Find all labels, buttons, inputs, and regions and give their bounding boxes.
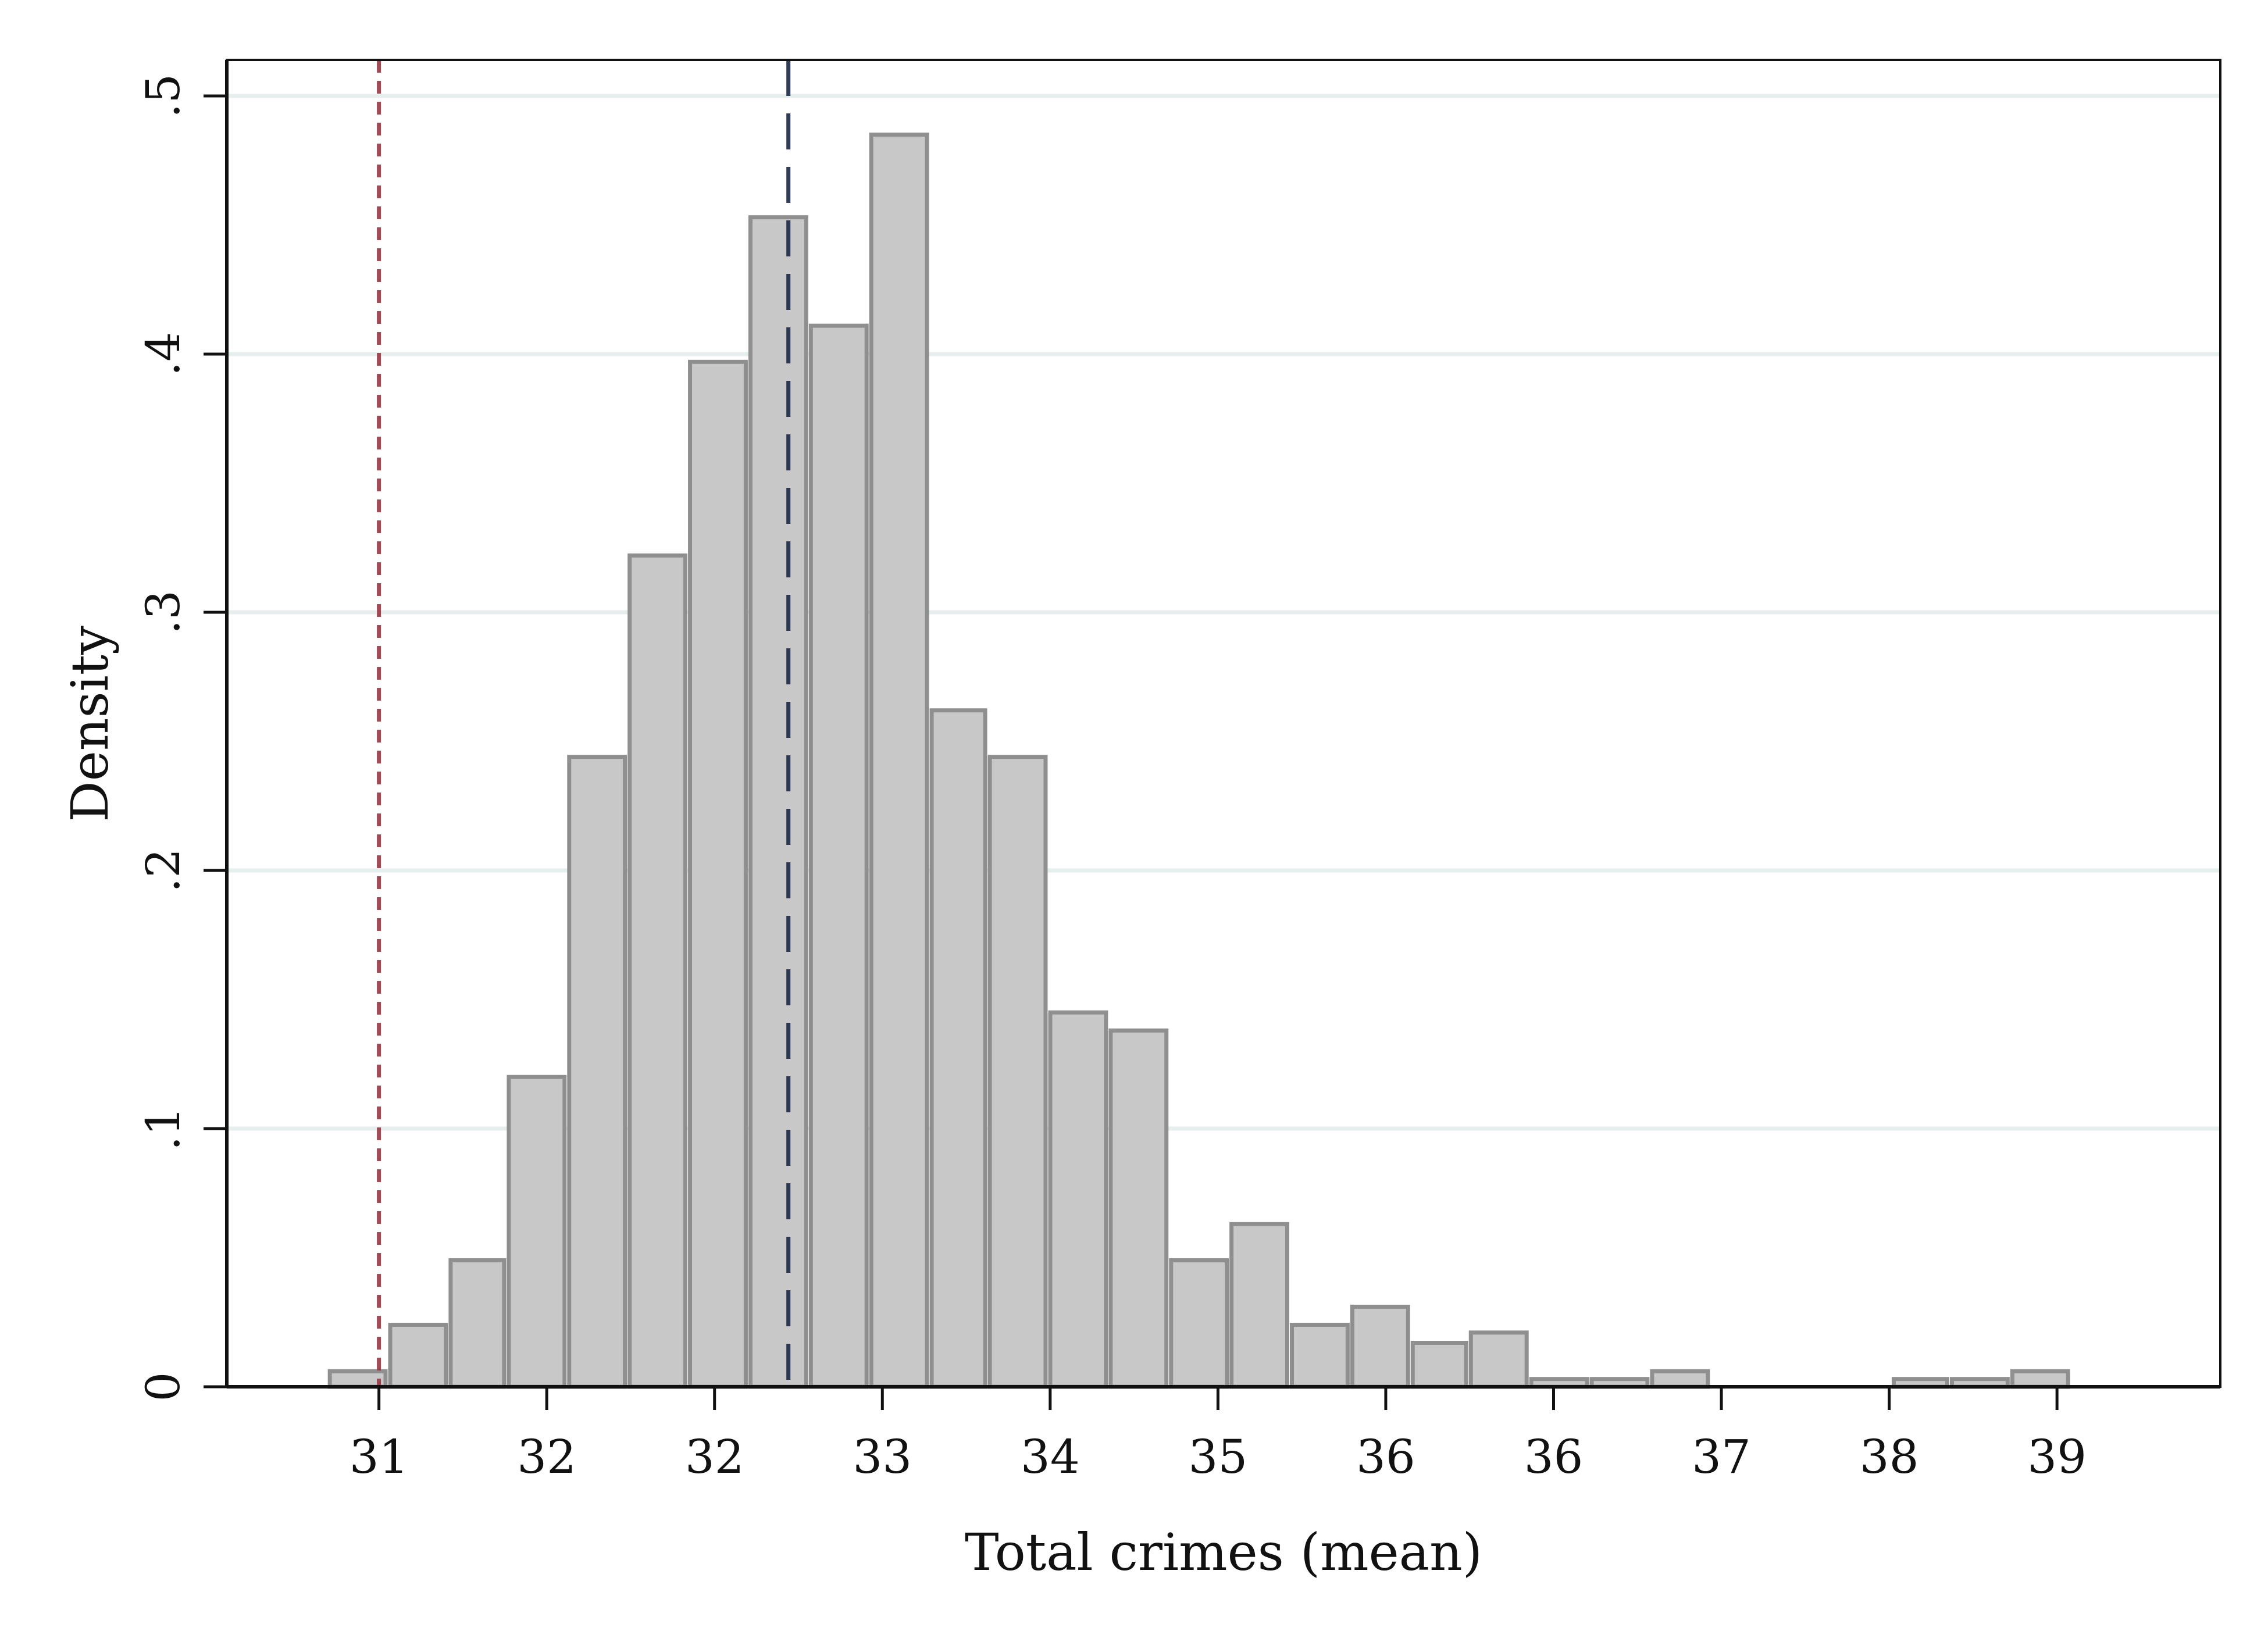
- x-tick-label: 39: [2027, 1430, 2087, 1484]
- histogram-bar: [388, 1322, 448, 1389]
- histogram-bar: [507, 1075, 567, 1389]
- x-tick-label: 36: [1524, 1430, 1584, 1484]
- x-axis-ticks: 31 32 32 33 34 35 36 36 37 38 39: [350, 1387, 2087, 1484]
- x-tick-label: 37: [1692, 1430, 1751, 1484]
- x-axis-title: Total crimes (mean): [965, 1522, 1482, 1582]
- histogram-bar: [1229, 1222, 1289, 1389]
- histogram-bar: [1108, 1028, 1169, 1389]
- reference-lines: [377, 60, 791, 1387]
- x-tick-label: 34: [1021, 1430, 1080, 1484]
- histogram-bar: [987, 755, 1048, 1389]
- y-tick-label: .1: [136, 1107, 190, 1151]
- histogram-bar: [748, 215, 808, 1389]
- grid-lines: [227, 94, 2220, 1131]
- histogram-bars: [327, 133, 2070, 1389]
- histogram-bar: [1350, 1304, 1410, 1389]
- histogram-bar: [929, 708, 987, 1389]
- histogram-bar: [1410, 1341, 1468, 1389]
- x-tick-label: 38: [1860, 1430, 1919, 1484]
- histogram-bar: [567, 755, 627, 1389]
- histogram-bar: [688, 359, 748, 1389]
- histogram-bar: [1048, 1010, 1108, 1389]
- y-tick-label: .2: [136, 848, 190, 893]
- histogram-bar: [627, 553, 688, 1389]
- y-axis-title: Density: [60, 626, 120, 822]
- histogram-bar: [1468, 1330, 1529, 1389]
- x-tick-label: 32: [517, 1430, 576, 1484]
- histogram-bar: [869, 133, 929, 1389]
- x-tick-label: 35: [1188, 1430, 1247, 1484]
- histogram-bar: [1650, 1369, 1710, 1389]
- histogram-bar: [1289, 1322, 1350, 1389]
- y-tick-label: .5: [136, 74, 190, 118]
- y-tick-label: .4: [136, 332, 190, 376]
- y-axis-ticks: 0 .1 .2 .3 .4 .5: [136, 74, 227, 1402]
- x-tick-label: 36: [1356, 1430, 1415, 1484]
- histogram-bar: [448, 1258, 507, 1389]
- histogram-bar: [2010, 1369, 2070, 1389]
- x-tick-label: 31: [350, 1430, 409, 1484]
- x-tick-label: 32: [685, 1430, 744, 1484]
- y-tick-label: 0: [136, 1372, 190, 1402]
- y-tick-label: .3: [136, 590, 190, 634]
- histogram-bar: [808, 323, 869, 1389]
- histogram-bar: [1169, 1258, 1229, 1389]
- x-tick-label: 33: [853, 1430, 912, 1484]
